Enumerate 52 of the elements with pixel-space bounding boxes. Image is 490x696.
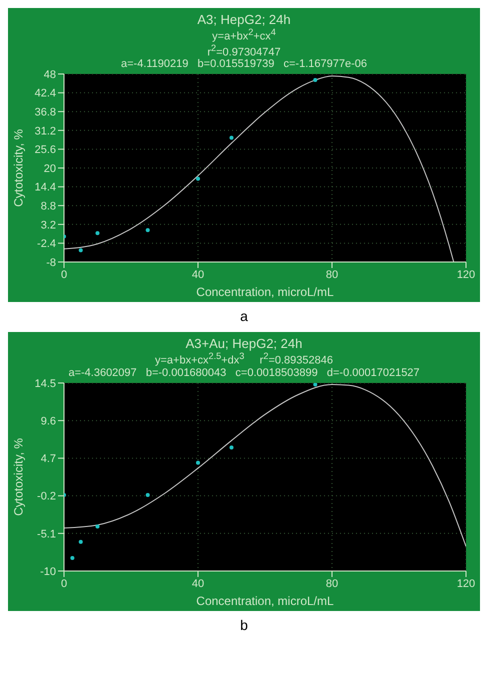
chart-title: A3+Au; HepG2; 24h — [184, 336, 304, 352]
point — [96, 231, 100, 236]
text: r$^{2}$=0.97304747 — [206, 42, 282, 58]
x-tick-label: 40 — [192, 269, 204, 282]
point — [70, 556, 74, 560]
y-tick-label: 4.7 — [40, 453, 56, 466]
text: b — [239, 616, 249, 633]
x-tick-label: 0 — [60, 269, 68, 282]
point — [196, 177, 200, 182]
point — [313, 78, 318, 82]
y-tick-label: -5.1 — [37, 528, 56, 540]
text: a=-4.1190219 b=0.015519739 c=-1.167977e-06 — [120, 58, 368, 70]
y-tick-label: 25.6 — [34, 144, 56, 156]
y-tick-label: 48 — [44, 69, 56, 82]
point — [196, 460, 200, 465]
y-axis-title: Cytotoxicity, % — [11, 438, 26, 516]
point — [230, 136, 234, 140]
line-series — [64, 76, 454, 262]
x-axis-title: Concentration, microL/mL — [196, 594, 334, 608]
point — [78, 248, 83, 253]
point — [78, 540, 83, 544]
y-tick-label: 36.8 — [34, 106, 56, 119]
point — [313, 382, 318, 387]
point — [146, 493, 150, 497]
x-tick-label: 80 — [326, 269, 338, 282]
y-tick-label: -8 — [46, 257, 56, 270]
y-tick-label: -2.4 — [37, 238, 56, 250]
x-tick-label: 120 — [456, 269, 476, 282]
chart-title: A3; HepG2; 24h — [196, 12, 292, 27]
text: a — [239, 308, 249, 324]
y-tick-label: 3.2 — [40, 220, 56, 232]
point — [146, 228, 150, 232]
y-tick-label: 9.6 — [40, 415, 56, 428]
text: y=a+bx+cx$^{2.5}$+dx$^{3}$ r$^{2}$=0.89352846 — [155, 351, 333, 367]
chart-subtitle: y=a+bx$^{2}$+cx$^{4}$ — [211, 27, 277, 43]
y-tick-label: 14.4 — [34, 182, 56, 194]
x-axis-title: Concentration, microL/mL — [196, 285, 334, 300]
y-tick-label: 31.2 — [34, 126, 56, 138]
y-axis-title: Cytotoxicity, % — [11, 129, 26, 208]
y-tick-label: 14.5 — [34, 378, 56, 390]
x-tick-label: 0 — [60, 578, 68, 590]
x-tick-label: 40 — [192, 578, 204, 590]
point — [96, 524, 100, 528]
point — [230, 445, 234, 450]
y-tick-label: 8.8 — [40, 200, 56, 213]
x-tick-label: 80 — [326, 578, 338, 590]
y-tick-label: 42.4 — [34, 88, 56, 100]
y-tick-label: 20 — [44, 163, 56, 176]
y-tick-label: -10 — [40, 566, 56, 578]
y-tick-label: -0.2 — [37, 490, 56, 503]
x-tick-label: 120 — [456, 578, 476, 590]
text: a=-4.3602097 b=-0.001680043 c=0.0018503899 d=-0.00017021527 — [67, 366, 421, 379]
